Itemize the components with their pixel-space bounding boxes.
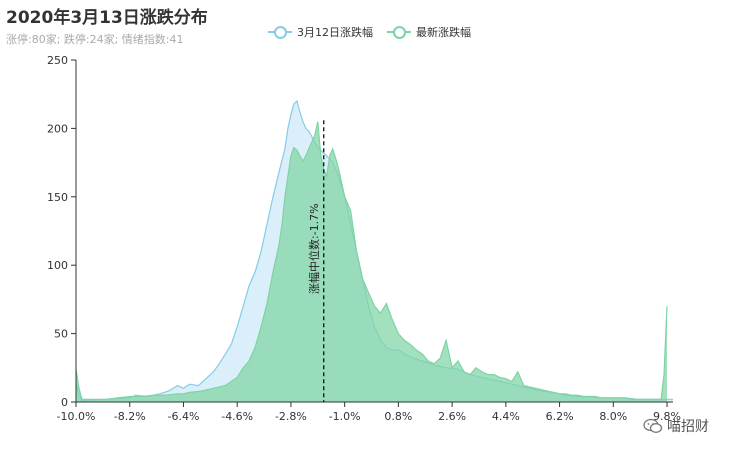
y-tick-label: 200 bbox=[47, 122, 68, 135]
chart-title: 2020年3月13日涨跌分布 bbox=[6, 8, 208, 28]
chart-subtitle: 涨停:80家; 跌停:24家; 情绪指数:41 bbox=[6, 33, 184, 46]
legend: 3月12日涨跌幅 最新涨跌幅 bbox=[268, 24, 471, 40]
series-area-2 bbox=[76, 121, 667, 402]
legend-label-series1: 3月12日涨跌幅 bbox=[297, 26, 373, 39]
x-tick-label: 8.0% bbox=[599, 410, 627, 423]
y-tick-label: 250 bbox=[47, 54, 68, 67]
x-tick-label: -1.0% bbox=[329, 410, 361, 423]
y-tick-label: 150 bbox=[47, 191, 68, 204]
x-tick-label: 9.8% bbox=[653, 410, 681, 423]
x-tick-label: -4.6% bbox=[221, 410, 253, 423]
x-tick-label: 6.2% bbox=[546, 410, 574, 423]
wechat-icon bbox=[643, 418, 663, 433]
watermark-text: 喵招财 bbox=[667, 419, 709, 435]
x-tick-label: 4.4% bbox=[492, 410, 520, 423]
y-tick-label: 0 bbox=[61, 396, 68, 409]
watermark: 喵招财 bbox=[643, 416, 709, 436]
median-label: 涨幅中位数:-1.7% bbox=[307, 203, 321, 294]
x-tick-label: -2.8% bbox=[275, 410, 307, 423]
y-tick-label: 100 bbox=[47, 259, 68, 272]
x-tick-label: 0.8% bbox=[384, 410, 412, 423]
legend-swatch-series1 bbox=[268, 25, 292, 39]
series-line-2 bbox=[75, 121, 668, 400]
x-tick-label: -8.2% bbox=[114, 410, 146, 423]
legend-label-series2: 最新涨跌幅 bbox=[416, 26, 471, 39]
legend-item-series2[interactable]: 最新涨跌幅 bbox=[387, 24, 471, 40]
y-tick-label: 50 bbox=[54, 328, 68, 341]
x-tick-label: -6.4% bbox=[167, 410, 199, 423]
legend-swatch-series2 bbox=[387, 25, 411, 39]
x-tick-label: -10.0% bbox=[57, 410, 96, 423]
x-tick-label: 2.6% bbox=[438, 410, 466, 423]
legend-item-series1[interactable]: 3月12日涨跌幅 bbox=[268, 24, 373, 40]
